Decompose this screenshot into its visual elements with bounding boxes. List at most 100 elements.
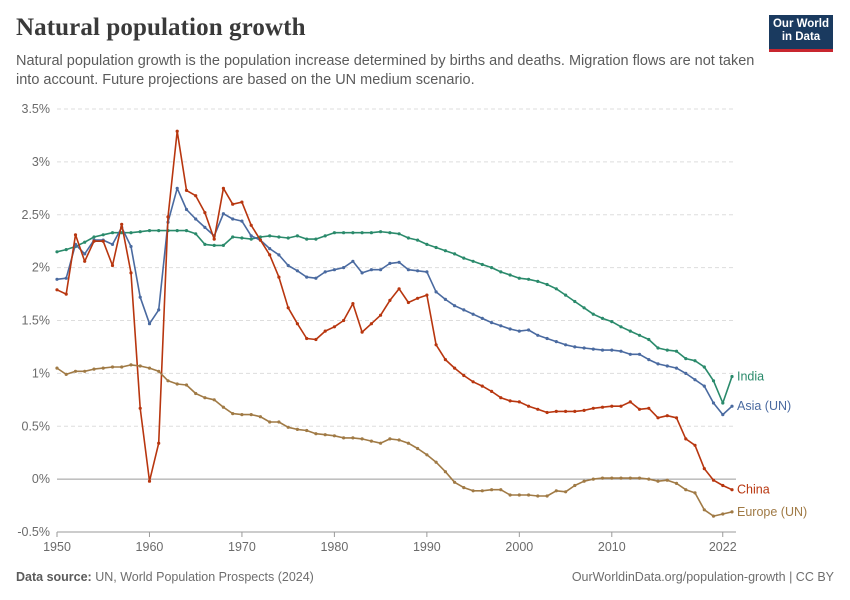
- data-point[interactable]: [693, 443, 697, 447]
- data-point[interactable]: [212, 243, 216, 247]
- data-point[interactable]: [277, 420, 281, 424]
- data-point[interactable]: [369, 231, 373, 235]
- data-point[interactable]: [286, 236, 290, 240]
- data-point[interactable]: [175, 229, 179, 233]
- data-point[interactable]: [508, 327, 512, 331]
- data-point[interactable]: [684, 488, 688, 492]
- data-point[interactable]: [147, 479, 152, 483]
- data-point[interactable]: [240, 236, 244, 240]
- data-point[interactable]: [573, 299, 577, 304]
- data-point[interactable]: [277, 235, 281, 239]
- data-point[interactable]: [138, 295, 142, 299]
- data-point[interactable]: [628, 329, 632, 333]
- data-point[interactable]: [342, 231, 346, 235]
- data-point[interactable]: [416, 446, 420, 451]
- data-point[interactable]: [730, 488, 734, 492]
- data-point[interactable]: [536, 494, 540, 498]
- data-point[interactable]: [351, 436, 355, 440]
- data-point[interactable]: [564, 490, 568, 494]
- data-point[interactable]: [665, 364, 669, 368]
- data-point[interactable]: [129, 271, 133, 275]
- data-point[interactable]: [573, 483, 577, 488]
- data-point[interactable]: [693, 378, 697, 382]
- data-point[interactable]: [545, 410, 549, 415]
- data-point[interactable]: [693, 491, 697, 495]
- data-point[interactable]: [73, 233, 78, 237]
- data-point[interactable]: [120, 222, 124, 226]
- data-point[interactable]: [711, 514, 716, 518]
- data-point[interactable]: [508, 399, 512, 403]
- data-point[interactable]: [83, 240, 87, 244]
- data-point[interactable]: [684, 437, 688, 441]
- data-point[interactable]: [286, 425, 290, 429]
- data-point[interactable]: [64, 276, 68, 280]
- data-point[interactable]: [379, 268, 383, 272]
- data-point[interactable]: [721, 512, 725, 516]
- data-point[interactable]: [64, 372, 68, 376]
- data-point[interactable]: [231, 235, 235, 239]
- data-point[interactable]: [610, 476, 614, 480]
- data-point[interactable]: [351, 302, 355, 306]
- data-point[interactable]: [175, 129, 179, 133]
- data-point[interactable]: [545, 494, 549, 498]
- data-point[interactable]: [490, 488, 494, 492]
- data-point[interactable]: [674, 481, 679, 485]
- data-point[interactable]: [379, 230, 383, 234]
- data-point[interactable]: [656, 362, 660, 366]
- data-point[interactable]: [101, 233, 105, 237]
- data-point[interactable]: [221, 405, 225, 409]
- data-point[interactable]: [314, 237, 318, 241]
- data-point[interactable]: [499, 270, 503, 274]
- data-point[interactable]: [55, 250, 59, 254]
- data-point[interactable]: [360, 231, 364, 235]
- data-point[interactable]: [83, 252, 87, 256]
- data-point[interactable]: [194, 217, 198, 221]
- data-point[interactable]: [342, 266, 346, 270]
- data-point[interactable]: [665, 414, 669, 418]
- data-point[interactable]: [443, 358, 447, 362]
- data-point[interactable]: [101, 239, 105, 243]
- data-point[interactable]: [305, 237, 309, 241]
- data-point[interactable]: [674, 416, 679, 420]
- data-point[interactable]: [564, 409, 568, 413]
- data-point[interactable]: [721, 413, 725, 417]
- data-point[interactable]: [721, 483, 725, 488]
- data-point[interactable]: [656, 479, 660, 483]
- data-point[interactable]: [536, 407, 540, 411]
- data-point[interactable]: [425, 270, 429, 274]
- data-point[interactable]: [453, 304, 457, 308]
- data-point[interactable]: [360, 437, 364, 441]
- data-point[interactable]: [221, 212, 225, 216]
- series-line-india[interactable]: [56, 229, 733, 404]
- data-point[interactable]: [138, 364, 142, 368]
- data-point[interactable]: [637, 476, 642, 480]
- data-point[interactable]: [268, 253, 272, 257]
- data-point[interactable]: [536, 333, 540, 337]
- data-point[interactable]: [434, 343, 438, 347]
- data-point[interactable]: [92, 367, 96, 371]
- data-point[interactable]: [684, 371, 688, 375]
- data-point[interactable]: [212, 237, 216, 241]
- data-point[interactable]: [610, 404, 614, 408]
- data-point[interactable]: [628, 352, 632, 356]
- data-point[interactable]: [351, 259, 355, 263]
- data-point[interactable]: [730, 404, 734, 408]
- data-point[interactable]: [471, 259, 475, 263]
- data-point[interactable]: [499, 488, 503, 492]
- series-label-india[interactable]: India: [737, 370, 764, 384]
- data-point[interactable]: [591, 477, 595, 481]
- data-point[interactable]: [406, 268, 410, 272]
- owid-logo[interactable]: Our World in Data: [769, 15, 833, 52]
- data-point[interactable]: [471, 380, 475, 384]
- data-point[interactable]: [83, 259, 87, 263]
- data-point[interactable]: [203, 225, 207, 229]
- data-point[interactable]: [711, 379, 716, 383]
- data-point[interactable]: [397, 232, 401, 236]
- data-point[interactable]: [656, 416, 660, 420]
- data-point[interactable]: [702, 508, 706, 512]
- series-asia-un[interactable]: [55, 186, 734, 417]
- data-point[interactable]: [406, 300, 410, 305]
- data-point[interactable]: [323, 270, 327, 274]
- data-point[interactable]: [453, 366, 457, 370]
- data-point[interactable]: [527, 277, 531, 281]
